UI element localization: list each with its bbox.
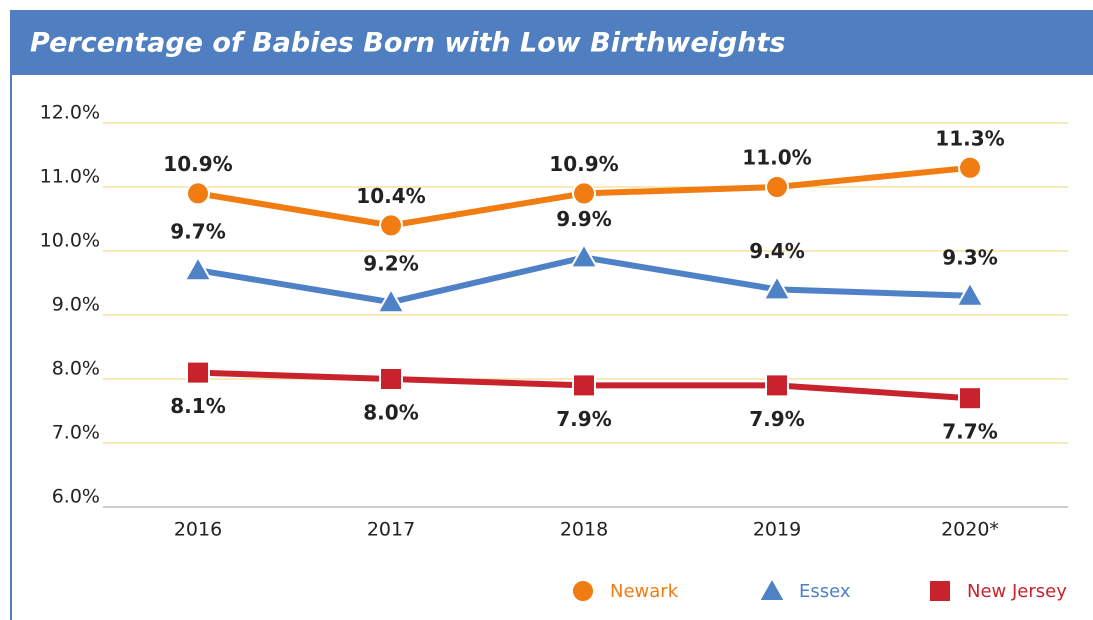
y-tick-label: 6.0% (52, 486, 100, 508)
value-label: 9.9% (556, 207, 611, 231)
marker (572, 181, 596, 206)
value-label: 7.7% (942, 420, 997, 444)
legend-marker (571, 579, 595, 603)
header-bar (10, 10, 1093, 75)
chart-title: Percentage of Babies Born with Low Birth… (30, 28, 785, 59)
legend-label: New Jersey (967, 581, 1067, 602)
value-label: 7.9% (749, 407, 804, 431)
y-tick-label: 12.0% (40, 102, 100, 124)
marker (183, 255, 213, 282)
marker (765, 373, 789, 398)
y-tick-label: 11.0% (40, 166, 100, 188)
marker (186, 181, 210, 206)
value-label: 7.9% (556, 407, 611, 431)
x-tick-label: 2019 (753, 519, 801, 541)
x-tick-label: 2020* (941, 519, 999, 541)
marker (765, 175, 789, 199)
marker (572, 373, 596, 398)
marker (379, 213, 403, 238)
y-tick-label: 9.0% (52, 294, 100, 316)
marker (379, 367, 403, 391)
value-label: 9.3% (942, 245, 997, 269)
marker (958, 155, 982, 180)
value-label: 10.4% (356, 184, 425, 208)
value-label: 9.7% (170, 220, 225, 244)
marker (186, 360, 210, 385)
y-tick-label: 7.0% (52, 422, 100, 444)
value-label: 8.1% (170, 394, 225, 418)
value-label: 11.0% (742, 146, 811, 170)
marker (376, 287, 406, 314)
value-label: 10.9% (549, 152, 618, 176)
value-label: 9.4% (749, 239, 804, 263)
marker (569, 242, 599, 269)
y-tick-label: 10.0% (40, 230, 100, 252)
value-label: 11.3% (935, 126, 1004, 150)
marker (958, 386, 982, 411)
value-label: 10.9% (163, 152, 232, 176)
value-label: 9.2% (363, 252, 418, 276)
legend-label: Newark (610, 581, 679, 602)
legend-marker (928, 579, 952, 603)
legend-label: Essex (799, 581, 851, 602)
x-tick-label: 2018 (560, 519, 608, 541)
x-tick-label: 2017 (367, 519, 415, 541)
legend-marker (757, 575, 787, 602)
value-label: 8.0% (363, 401, 418, 425)
marker (762, 274, 792, 301)
y-tick-label: 8.0% (52, 358, 100, 380)
x-tick-label: 2016 (174, 519, 222, 541)
marker (955, 280, 985, 307)
